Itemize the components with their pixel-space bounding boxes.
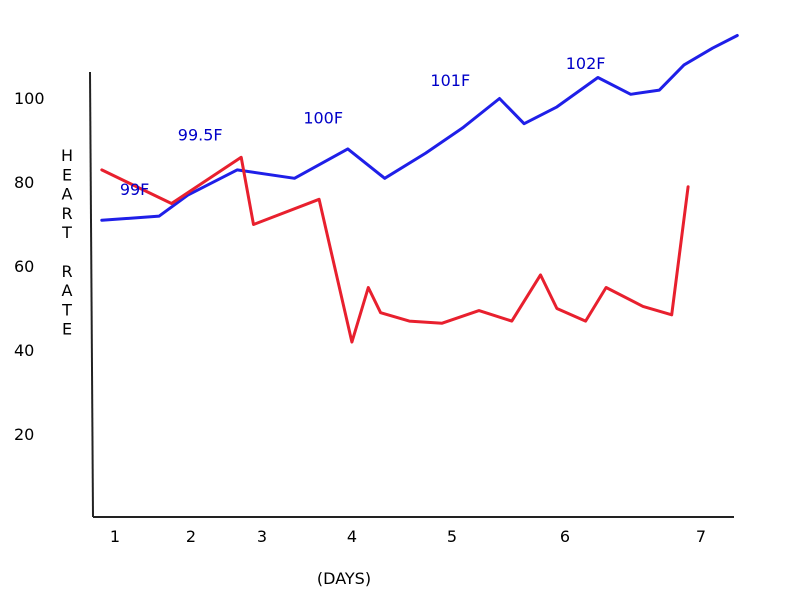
- x-tick-label: 5: [447, 527, 457, 546]
- y-axis-title-letter: R: [61, 262, 72, 281]
- y-tick-label: 100: [14, 89, 45, 108]
- x-axis-title: (DAYS): [317, 569, 371, 588]
- x-tick-label: 7: [696, 527, 706, 546]
- x-tick-labels: 1 2 3 4 5 6 7: [110, 527, 706, 546]
- x-tick-label: 3: [257, 527, 267, 546]
- y-axis-title-letter: T: [61, 300, 72, 319]
- y-axis-title-letter: E: [62, 165, 72, 184]
- y-axis-title-letter: E: [62, 320, 72, 339]
- axes: [89, 71, 734, 518]
- y-axis-title-letter: H: [61, 146, 73, 165]
- y-axis-title-letter: R: [61, 204, 72, 223]
- x-tick-label: 1: [110, 527, 120, 546]
- x-tick-label: 4: [347, 527, 357, 546]
- y-axis-line: [89, 71, 94, 518]
- temperature-annotation: 101F: [430, 71, 470, 90]
- x-tick-label: 2: [186, 527, 196, 546]
- temperature-annotation: 100F: [303, 109, 343, 128]
- series-line-1: [100, 34, 739, 222]
- y-tick-labels: 20 40 60 80 100: [14, 89, 45, 444]
- series-layer: [100, 34, 739, 344]
- y-tick-label: 20: [14, 425, 34, 444]
- y-axis-title-letter: A: [62, 281, 73, 300]
- annotation-layer: 99F 99.5F 100F 101F 102F: [120, 54, 606, 199]
- y-tick-label: 40: [14, 341, 34, 360]
- temperature-annotation: 102F: [566, 54, 606, 73]
- series-line-2: [100, 155, 690, 344]
- y-axis-title-letter: T: [61, 223, 72, 242]
- temperature-annotation: 99.5F: [178, 126, 223, 145]
- y-axis-title-letter: A: [62, 185, 73, 204]
- y-tick-label: 60: [14, 257, 34, 276]
- temperature-annotation: 99F: [120, 180, 150, 199]
- x-tick-label: 6: [560, 527, 570, 546]
- y-tick-label: 80: [14, 173, 34, 192]
